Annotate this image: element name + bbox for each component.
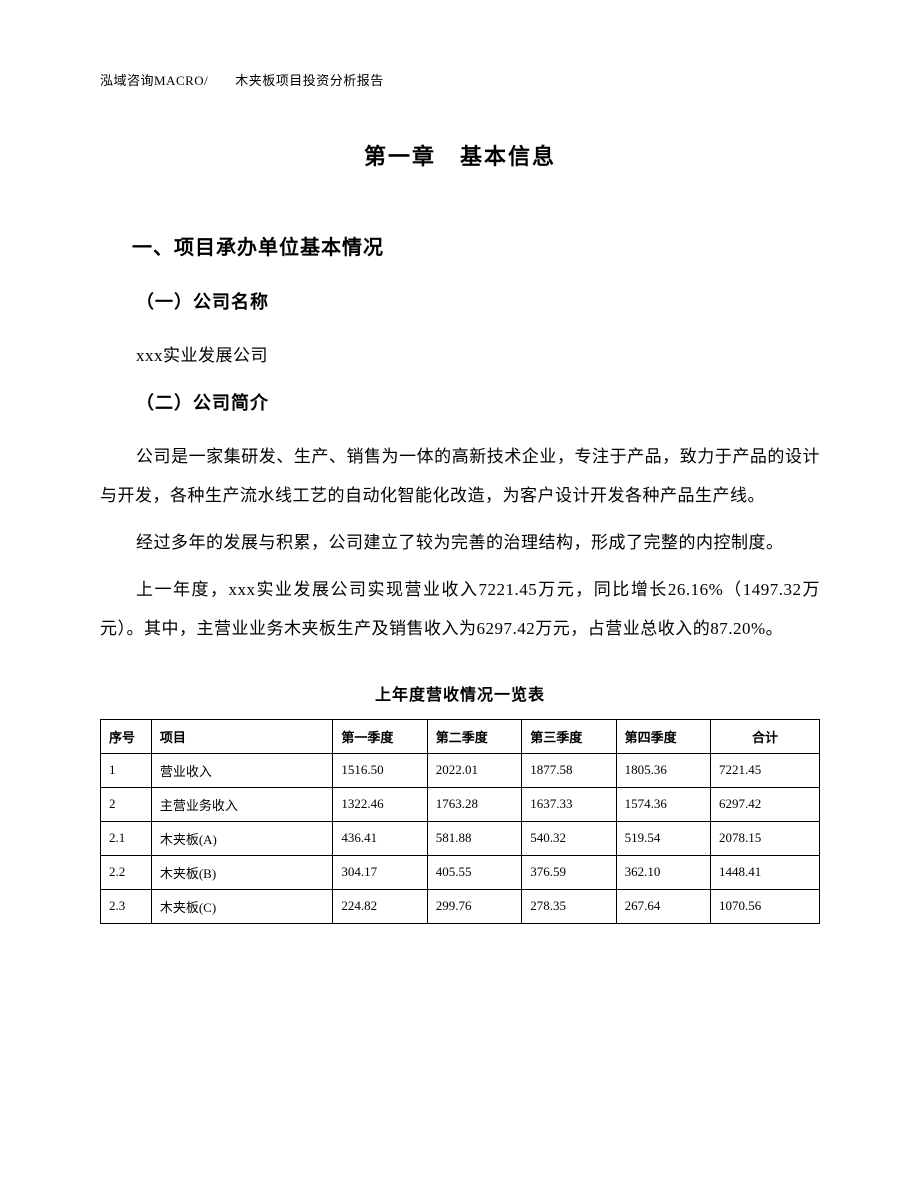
- col-header-item: 项目: [151, 719, 333, 753]
- cell-seq: 2.2: [101, 855, 152, 889]
- cell-total: 1070.56: [711, 889, 820, 923]
- table-header-row: 序号 项目 第一季度 第二季度 第三季度 第四季度 合计: [101, 719, 820, 753]
- cell-item: 木夹板(A): [151, 821, 333, 855]
- cell-item: 木夹板(B): [151, 855, 333, 889]
- cell-q3: 1877.58: [522, 753, 616, 787]
- revenue-table: 序号 项目 第一季度 第二季度 第三季度 第四季度 合计 1 营业收入 1516…: [100, 719, 820, 924]
- cell-seq: 1: [101, 753, 152, 787]
- cell-q4: 1805.36: [616, 753, 710, 787]
- cell-total: 2078.15: [711, 821, 820, 855]
- cell-q3: 540.32: [522, 821, 616, 855]
- table-row: 2 主营业务收入 1322.46 1763.28 1637.33 1574.36…: [101, 787, 820, 821]
- cell-q2: 405.55: [427, 855, 521, 889]
- cell-total: 7221.45: [711, 753, 820, 787]
- cell-item: 营业收入: [151, 753, 333, 787]
- cell-q2: 299.76: [427, 889, 521, 923]
- cell-q1: 436.41: [333, 821, 427, 855]
- cell-seq: 2.3: [101, 889, 152, 923]
- cell-q3: 278.35: [522, 889, 616, 923]
- page-header: 泓域咨询MACRO/ 木夹板项目投资分析报告: [100, 70, 820, 89]
- cell-q2: 1763.28: [427, 787, 521, 821]
- intro-paragraph-1: 公司是一家集研发、生产、销售为一体的高新技术企业，专注于产品，致力于产品的设计与…: [100, 437, 820, 515]
- table-title: 上年度营收情况一览表: [100, 681, 820, 705]
- col-header-seq: 序号: [101, 719, 152, 753]
- cell-q4: 362.10: [616, 855, 710, 889]
- col-header-q4: 第四季度: [616, 719, 710, 753]
- cell-q2: 581.88: [427, 821, 521, 855]
- col-header-q3: 第三季度: [522, 719, 616, 753]
- table-row: 2.3 木夹板(C) 224.82 299.76 278.35 267.64 1…: [101, 889, 820, 923]
- cell-q1: 224.82: [333, 889, 427, 923]
- cell-q4: 267.64: [616, 889, 710, 923]
- cell-q4: 1574.36: [616, 787, 710, 821]
- cell-q1: 304.17: [333, 855, 427, 889]
- cell-item: 主营业务收入: [151, 787, 333, 821]
- cell-q1: 1516.50: [333, 753, 427, 787]
- cell-q3: 1637.33: [522, 787, 616, 821]
- cell-q1: 1322.46: [333, 787, 427, 821]
- table-row: 2.1 木夹板(A) 436.41 581.88 540.32 519.54 2…: [101, 821, 820, 855]
- cell-total: 1448.41: [711, 855, 820, 889]
- subsection-company-intro: （二）公司简介: [100, 389, 820, 415]
- col-header-q1: 第一季度: [333, 719, 427, 753]
- table-row: 2.2 木夹板(B) 304.17 405.55 376.59 362.10 1…: [101, 855, 820, 889]
- cell-item: 木夹板(C): [151, 889, 333, 923]
- col-header-total: 合计: [711, 719, 820, 753]
- chapter-title: 第一章 基本信息: [100, 139, 820, 171]
- cell-q4: 519.54: [616, 821, 710, 855]
- cell-q2: 2022.01: [427, 753, 521, 787]
- cell-q3: 376.59: [522, 855, 616, 889]
- cell-seq: 2: [101, 787, 152, 821]
- company-name-value: xxx实业发展公司: [100, 336, 820, 375]
- cell-seq: 2.1: [101, 821, 152, 855]
- section-title: 一、项目承办单位基本情况: [100, 231, 820, 260]
- subsection-company-name: （一）公司名称: [100, 288, 820, 314]
- intro-paragraph-2: 经过多年的发展与积累，公司建立了较为完善的治理结构，形成了完整的内控制度。: [100, 523, 820, 562]
- intro-paragraph-3: 上一年度，xxx实业发展公司实现营业收入7221.45万元，同比增长26.16%…: [100, 570, 820, 648]
- cell-total: 6297.42: [711, 787, 820, 821]
- table-row: 1 营业收入 1516.50 2022.01 1877.58 1805.36 7…: [101, 753, 820, 787]
- col-header-q2: 第二季度: [427, 719, 521, 753]
